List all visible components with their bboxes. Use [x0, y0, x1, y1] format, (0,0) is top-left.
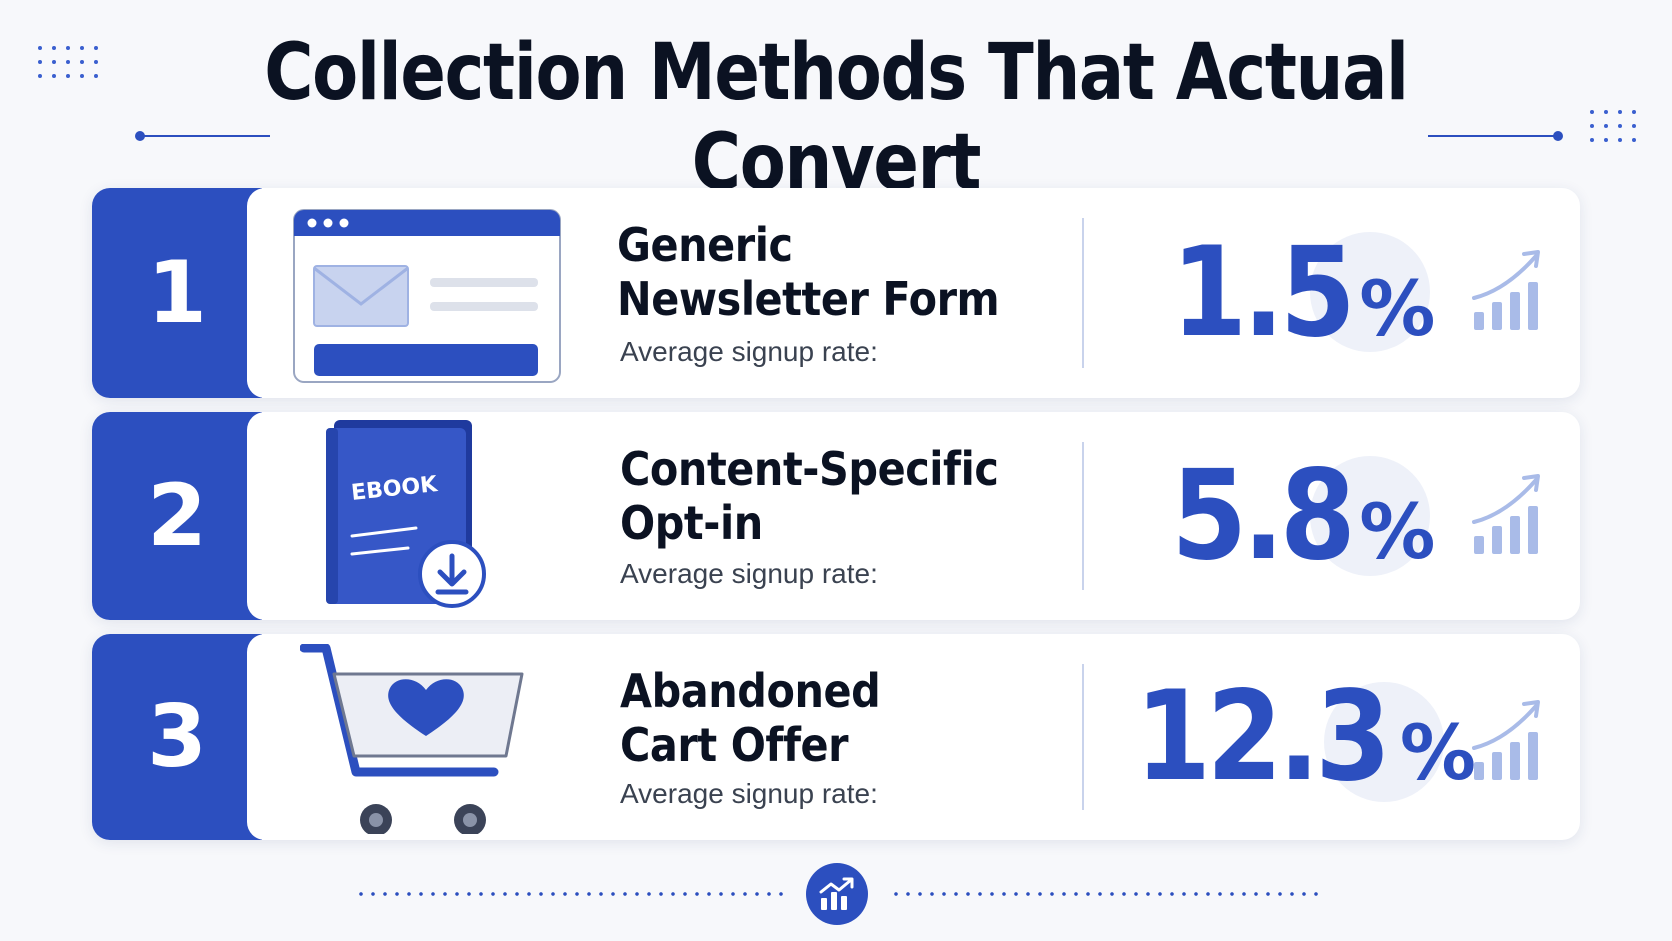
trend-up-icon: [1472, 700, 1540, 780]
title-rule-right: [1428, 131, 1563, 141]
method-number: 2: [92, 412, 262, 620]
method-number: 1: [92, 188, 262, 398]
method-card-1: 1 Generic Newsletter Form Average signup…: [92, 188, 1580, 398]
method-card-3: 3 Abandoned Cart Offer Average signup ra…: [92, 634, 1580, 840]
footer-dotted-line-left: [355, 892, 785, 896]
decor-dots-right: [1590, 110, 1636, 142]
signup-rate: 12.3%: [1135, 665, 1477, 809]
method-subtitle: Average signup rate:: [620, 558, 878, 589]
trend-up-icon: [1472, 474, 1540, 554]
footer-dotted-line-right: [890, 892, 1320, 896]
decor-dots-top-left: [38, 46, 98, 78]
method-subtitle: Average signup rate:: [620, 778, 878, 809]
growth-chart-icon: [806, 863, 868, 925]
signup-rate: 1.5%: [1170, 221, 1436, 365]
ebook-download-icon: EBOOK: [326, 420, 486, 608]
page-title: Collection Methods That Actual Convert: [264, 28, 1409, 208]
method-name: Generic Newsletter Form: [617, 218, 1000, 326]
trend-up-icon: [1472, 250, 1540, 330]
shopping-cart-heart-icon: [300, 644, 524, 834]
method-subtitle: Average signup rate:: [620, 336, 878, 367]
newsletter-form-icon: [293, 209, 561, 383]
method-number: 3: [92, 634, 262, 840]
method-card-2: 2 EBOOK Content-Specific Opt-in Average …: [92, 412, 1580, 620]
method-name: Abandoned Cart Offer: [620, 664, 881, 772]
method-name: Content-Specific Opt-in: [620, 442, 999, 550]
signup-rate: 5.8%: [1170, 444, 1436, 588]
title-rule-left: [135, 131, 270, 141]
